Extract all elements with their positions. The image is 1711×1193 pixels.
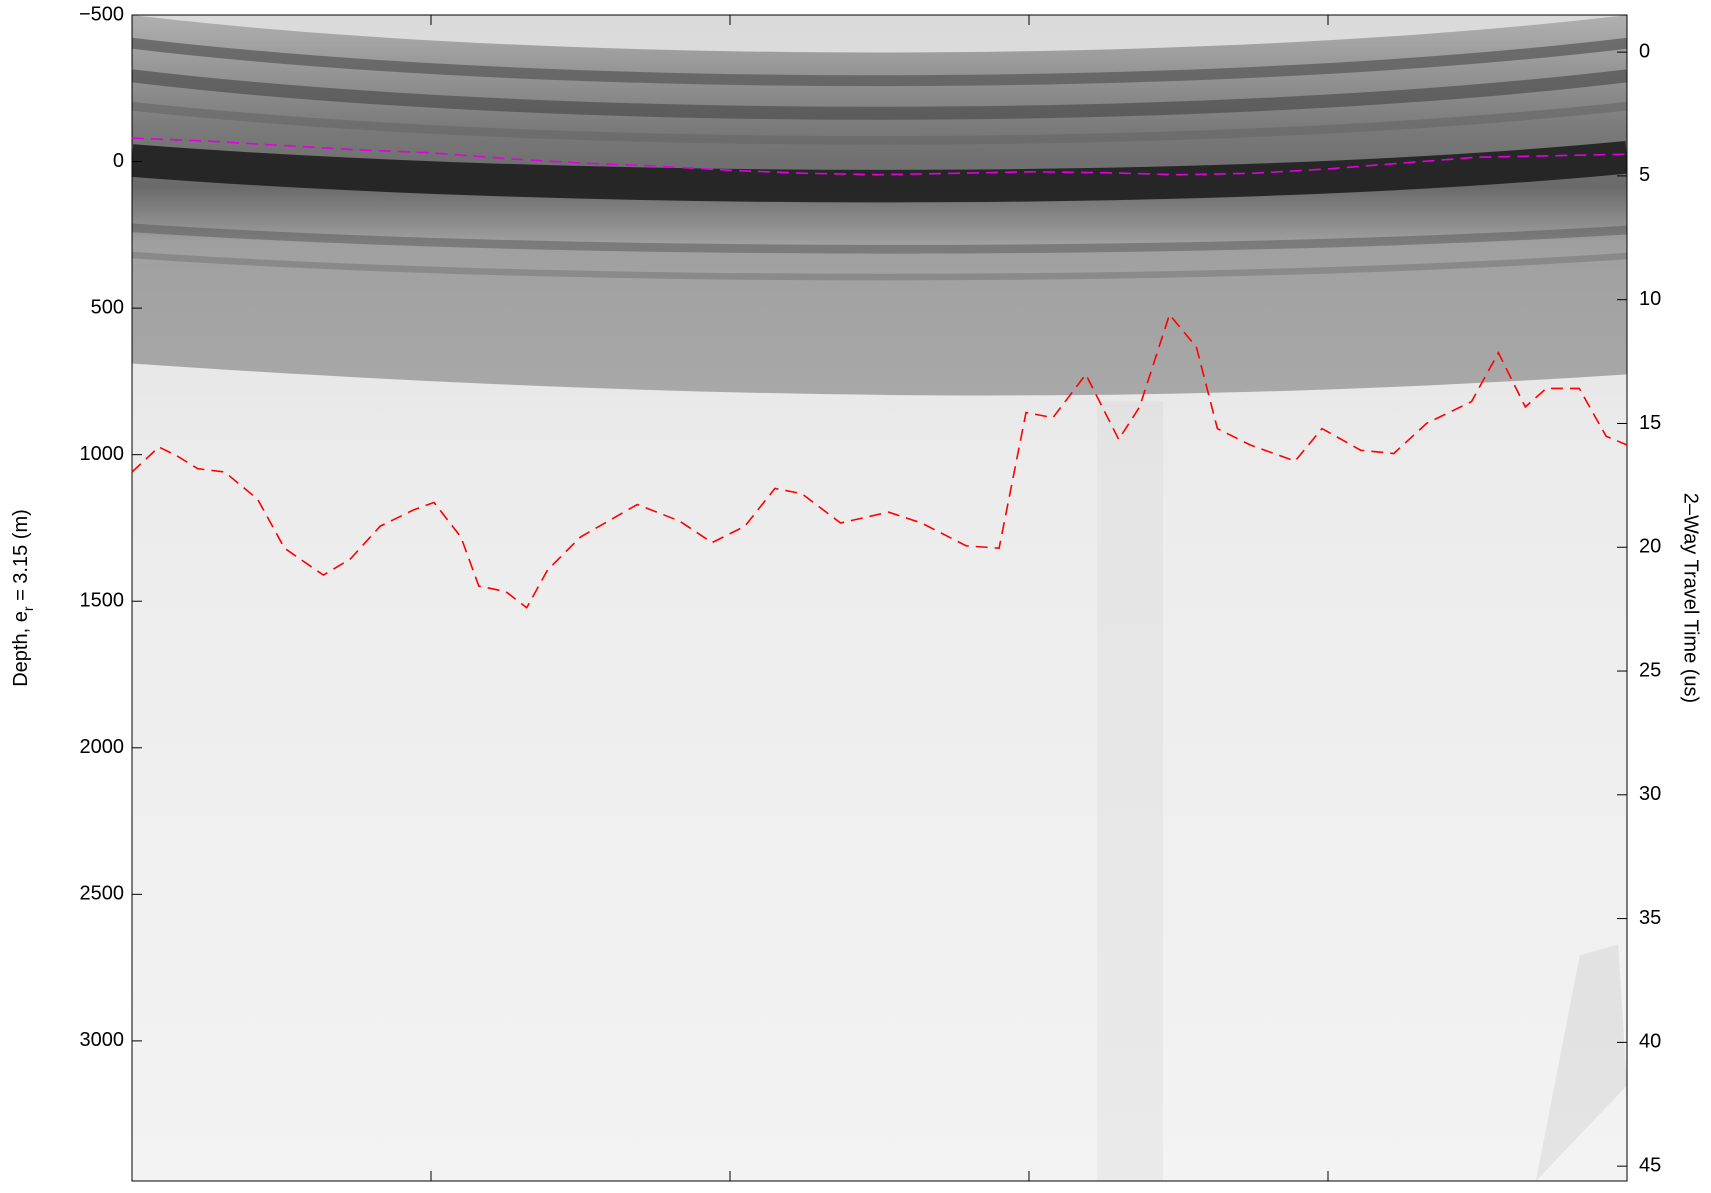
y-tick-label: 1000 (80, 443, 125, 465)
y-tick-label: 0 (113, 150, 124, 172)
y2-tick-label: 45 (1639, 1154, 1661, 1176)
y-tick-label: 3000 (80, 1029, 125, 1051)
y2-tick-label: 25 (1639, 659, 1661, 681)
y-tick-label: 1500 (80, 590, 125, 612)
y-tick-label: 500 (91, 296, 124, 318)
y2-tick-label: 40 (1639, 1031, 1661, 1053)
y2-tick-label: 20 (1639, 536, 1661, 558)
y-tick-label: 2500 (80, 883, 125, 905)
y2-tick-label: 35 (1639, 907, 1661, 929)
y-label-part: Depth, e (10, 611, 32, 687)
plot-frame (131, 14, 1628, 1182)
y-axis-label: Depth, er = 3.15 (m) (10, 509, 35, 687)
y-tick-label: 2000 (80, 736, 125, 758)
y-label-subscript: r (20, 606, 36, 611)
y2-tick-label: 0 (1639, 40, 1650, 62)
y-label-part: = 3.15 (m) (10, 509, 32, 606)
y2-tick-label: 10 (1639, 288, 1661, 310)
y2-tick-label: 30 (1639, 783, 1661, 805)
y2-axis-label: 2–Way Travel Time (us) (1680, 493, 1702, 703)
y2-tick-label: 5 (1639, 164, 1650, 186)
pick-line (131, 312, 1628, 609)
pick-line (131, 137, 1628, 176)
radargram (132, 15, 1627, 1181)
y-tick-label: −500 (79, 3, 124, 25)
y2-tick-label: 15 (1639, 412, 1661, 434)
